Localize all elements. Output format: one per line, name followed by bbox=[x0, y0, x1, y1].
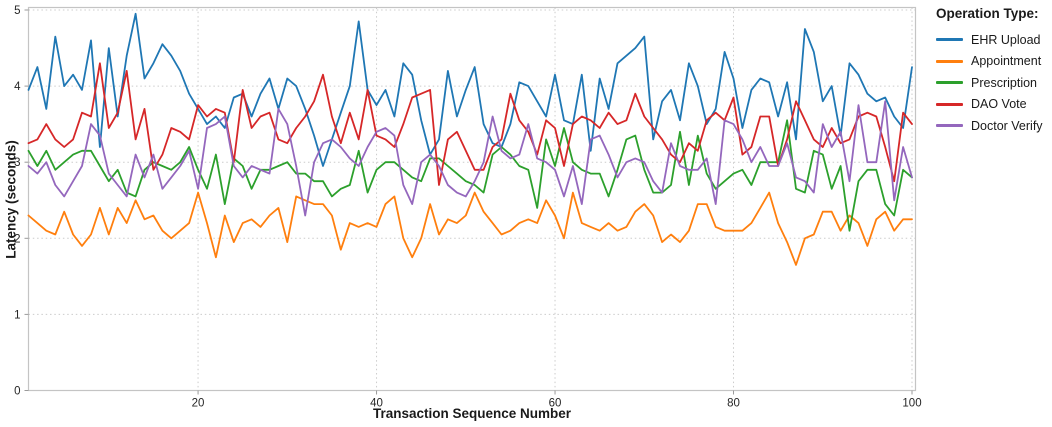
doctor-verify-line-swatch-icon bbox=[936, 124, 963, 128]
legend-item-label: EHR Upload bbox=[971, 32, 1041, 47]
legend-item-dao-vote: DAO Vote bbox=[936, 94, 1052, 116]
svg-text:0: 0 bbox=[14, 386, 20, 398]
legend-item-label: Appointment bbox=[971, 54, 1042, 69]
svg-text:1: 1 bbox=[14, 309, 20, 321]
appointment-line-swatch-icon bbox=[936, 59, 963, 63]
series-line-prescription bbox=[27, 119, 913, 232]
ehr-upload-line-swatch-icon bbox=[936, 38, 963, 42]
prescription-line-swatch-icon bbox=[936, 81, 963, 85]
series-line-ehr-upload bbox=[27, 12, 913, 167]
series-line-appointment bbox=[27, 191, 913, 266]
svg-text:100: 100 bbox=[902, 398, 921, 410]
legend-item-ehr-upload: EHR Upload bbox=[936, 29, 1052, 51]
svg-text:5: 5 bbox=[14, 5, 20, 17]
series-line-dao-vote bbox=[27, 62, 913, 186]
svg-text:3: 3 bbox=[14, 157, 20, 169]
y-axis-label: Latency (seconds) bbox=[3, 140, 19, 259]
dao-vote-line-swatch-icon bbox=[936, 102, 963, 106]
series-line-doctor-verify bbox=[27, 100, 913, 217]
legend-item-appointment: Appointment bbox=[936, 51, 1052, 73]
svg-text:60: 60 bbox=[549, 398, 562, 410]
svg-text:40: 40 bbox=[370, 398, 383, 410]
svg-text:4: 4 bbox=[14, 81, 21, 93]
legend-item-prescription: Prescription bbox=[936, 72, 1052, 94]
legend-item-label: DAO Vote bbox=[971, 97, 1027, 112]
legend-item-label: Prescription bbox=[971, 75, 1037, 90]
legend-title: Operation Type: bbox=[936, 6, 1039, 21]
legend-item-doctor-verify: Doctor Verify bbox=[936, 115, 1052, 137]
legend-item-label: Doctor Verify bbox=[971, 118, 1043, 133]
svg-text:20: 20 bbox=[192, 398, 205, 410]
svg-text:2: 2 bbox=[14, 233, 20, 245]
legend: Operation Type: EHR Upload Appointment P… bbox=[936, 6, 1052, 137]
x-axis-label: Transaction Sequence Number bbox=[372, 406, 572, 421]
svg-text:80: 80 bbox=[727, 398, 740, 410]
